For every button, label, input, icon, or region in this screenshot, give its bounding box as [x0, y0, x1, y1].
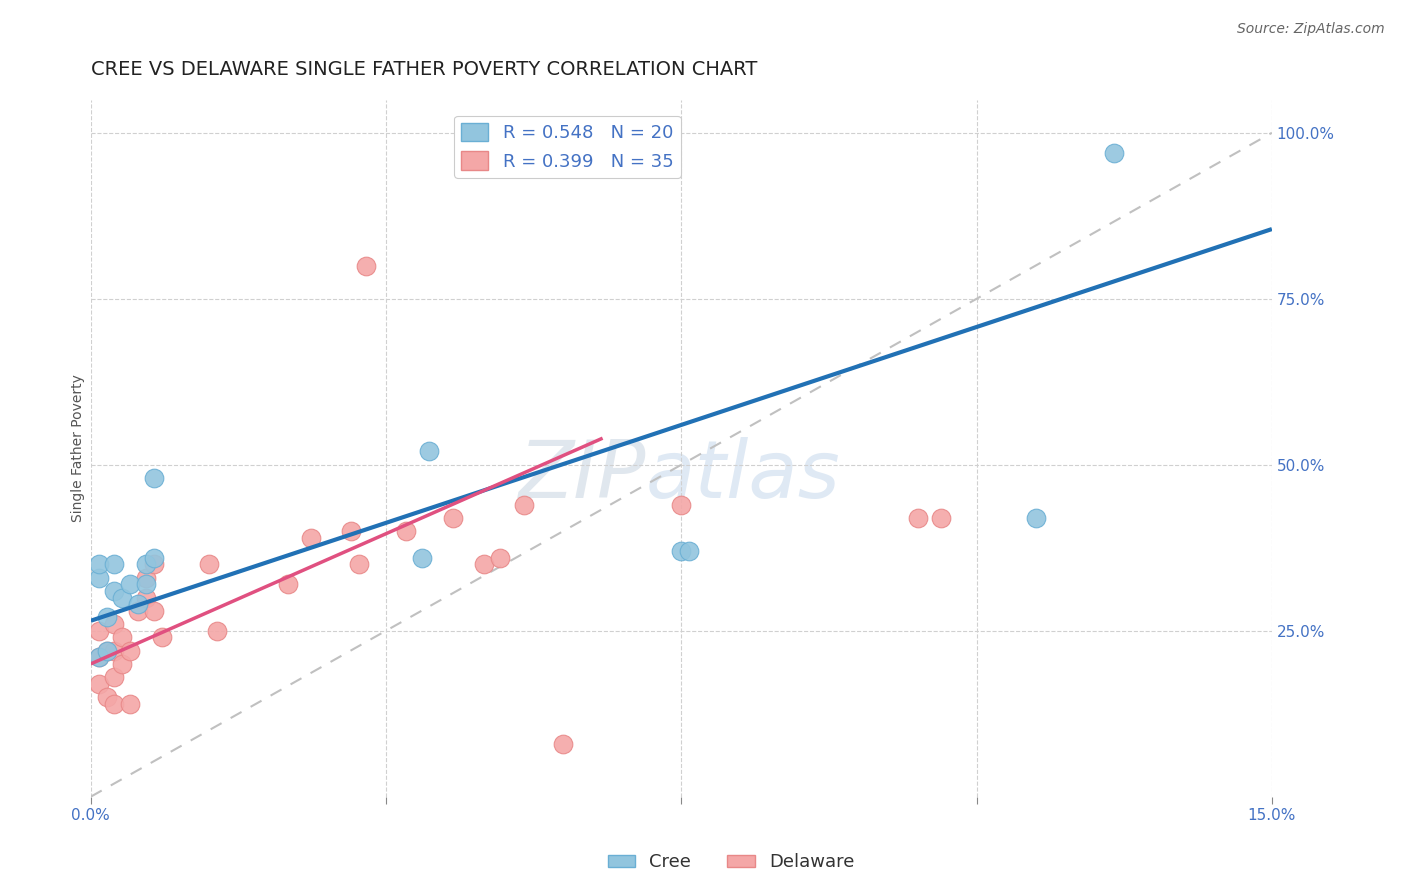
- Point: [198, 558, 221, 572]
- Point: [96, 690, 118, 704]
- Point: [671, 544, 693, 558]
- Legend: Cree, Delaware: Cree, Delaware: [600, 847, 862, 879]
- Point: [87, 571, 110, 585]
- Point: [96, 643, 118, 657]
- Point: [418, 444, 440, 458]
- Point: [111, 591, 134, 605]
- Point: [103, 643, 125, 657]
- Point: [142, 471, 165, 485]
- Point: [1104, 145, 1126, 160]
- Y-axis label: Single Father Poverty: Single Father Poverty: [72, 375, 86, 522]
- Point: [87, 624, 110, 638]
- Point: [135, 571, 157, 585]
- Text: atlas: atlas: [645, 437, 841, 515]
- Point: [135, 577, 157, 591]
- Point: [489, 550, 512, 565]
- Point: [120, 697, 142, 711]
- Point: [277, 577, 299, 591]
- Point: [474, 558, 496, 572]
- Point: [441, 511, 464, 525]
- Point: [395, 524, 418, 538]
- Point: [127, 604, 149, 618]
- Point: [96, 643, 118, 657]
- Legend: R = 0.548   N = 20, R = 0.399   N = 35: R = 0.548 N = 20, R = 0.399 N = 35: [454, 116, 681, 178]
- Text: Source: ZipAtlas.com: Source: ZipAtlas.com: [1237, 22, 1385, 37]
- Point: [907, 511, 929, 525]
- Point: [150, 631, 173, 645]
- Point: [142, 550, 165, 565]
- Point: [1025, 511, 1047, 525]
- Point: [356, 259, 378, 273]
- Point: [347, 558, 370, 572]
- Point: [135, 558, 157, 572]
- Point: [553, 737, 575, 751]
- Point: [111, 631, 134, 645]
- Point: [103, 583, 125, 598]
- Point: [103, 617, 125, 632]
- Point: [929, 511, 952, 525]
- Point: [120, 643, 142, 657]
- Point: [111, 657, 134, 671]
- Point: [103, 670, 125, 684]
- Point: [339, 524, 361, 538]
- Point: [135, 591, 157, 605]
- Point: [142, 604, 165, 618]
- Point: [87, 558, 110, 572]
- Point: [103, 697, 125, 711]
- Text: ZIP: ZIP: [519, 437, 645, 515]
- Point: [120, 577, 142, 591]
- Point: [96, 610, 118, 624]
- Text: CREE VS DELAWARE SINGLE FATHER POVERTY CORRELATION CHART: CREE VS DELAWARE SINGLE FATHER POVERTY C…: [91, 60, 758, 78]
- Point: [671, 498, 693, 512]
- Point: [411, 550, 433, 565]
- Point: [127, 597, 149, 611]
- Point: [513, 498, 536, 512]
- Point: [87, 650, 110, 665]
- Point: [205, 624, 228, 638]
- Point: [678, 544, 700, 558]
- Point: [299, 531, 322, 545]
- Point: [142, 558, 165, 572]
- Point: [87, 677, 110, 691]
- Point: [103, 558, 125, 572]
- Point: [87, 650, 110, 665]
